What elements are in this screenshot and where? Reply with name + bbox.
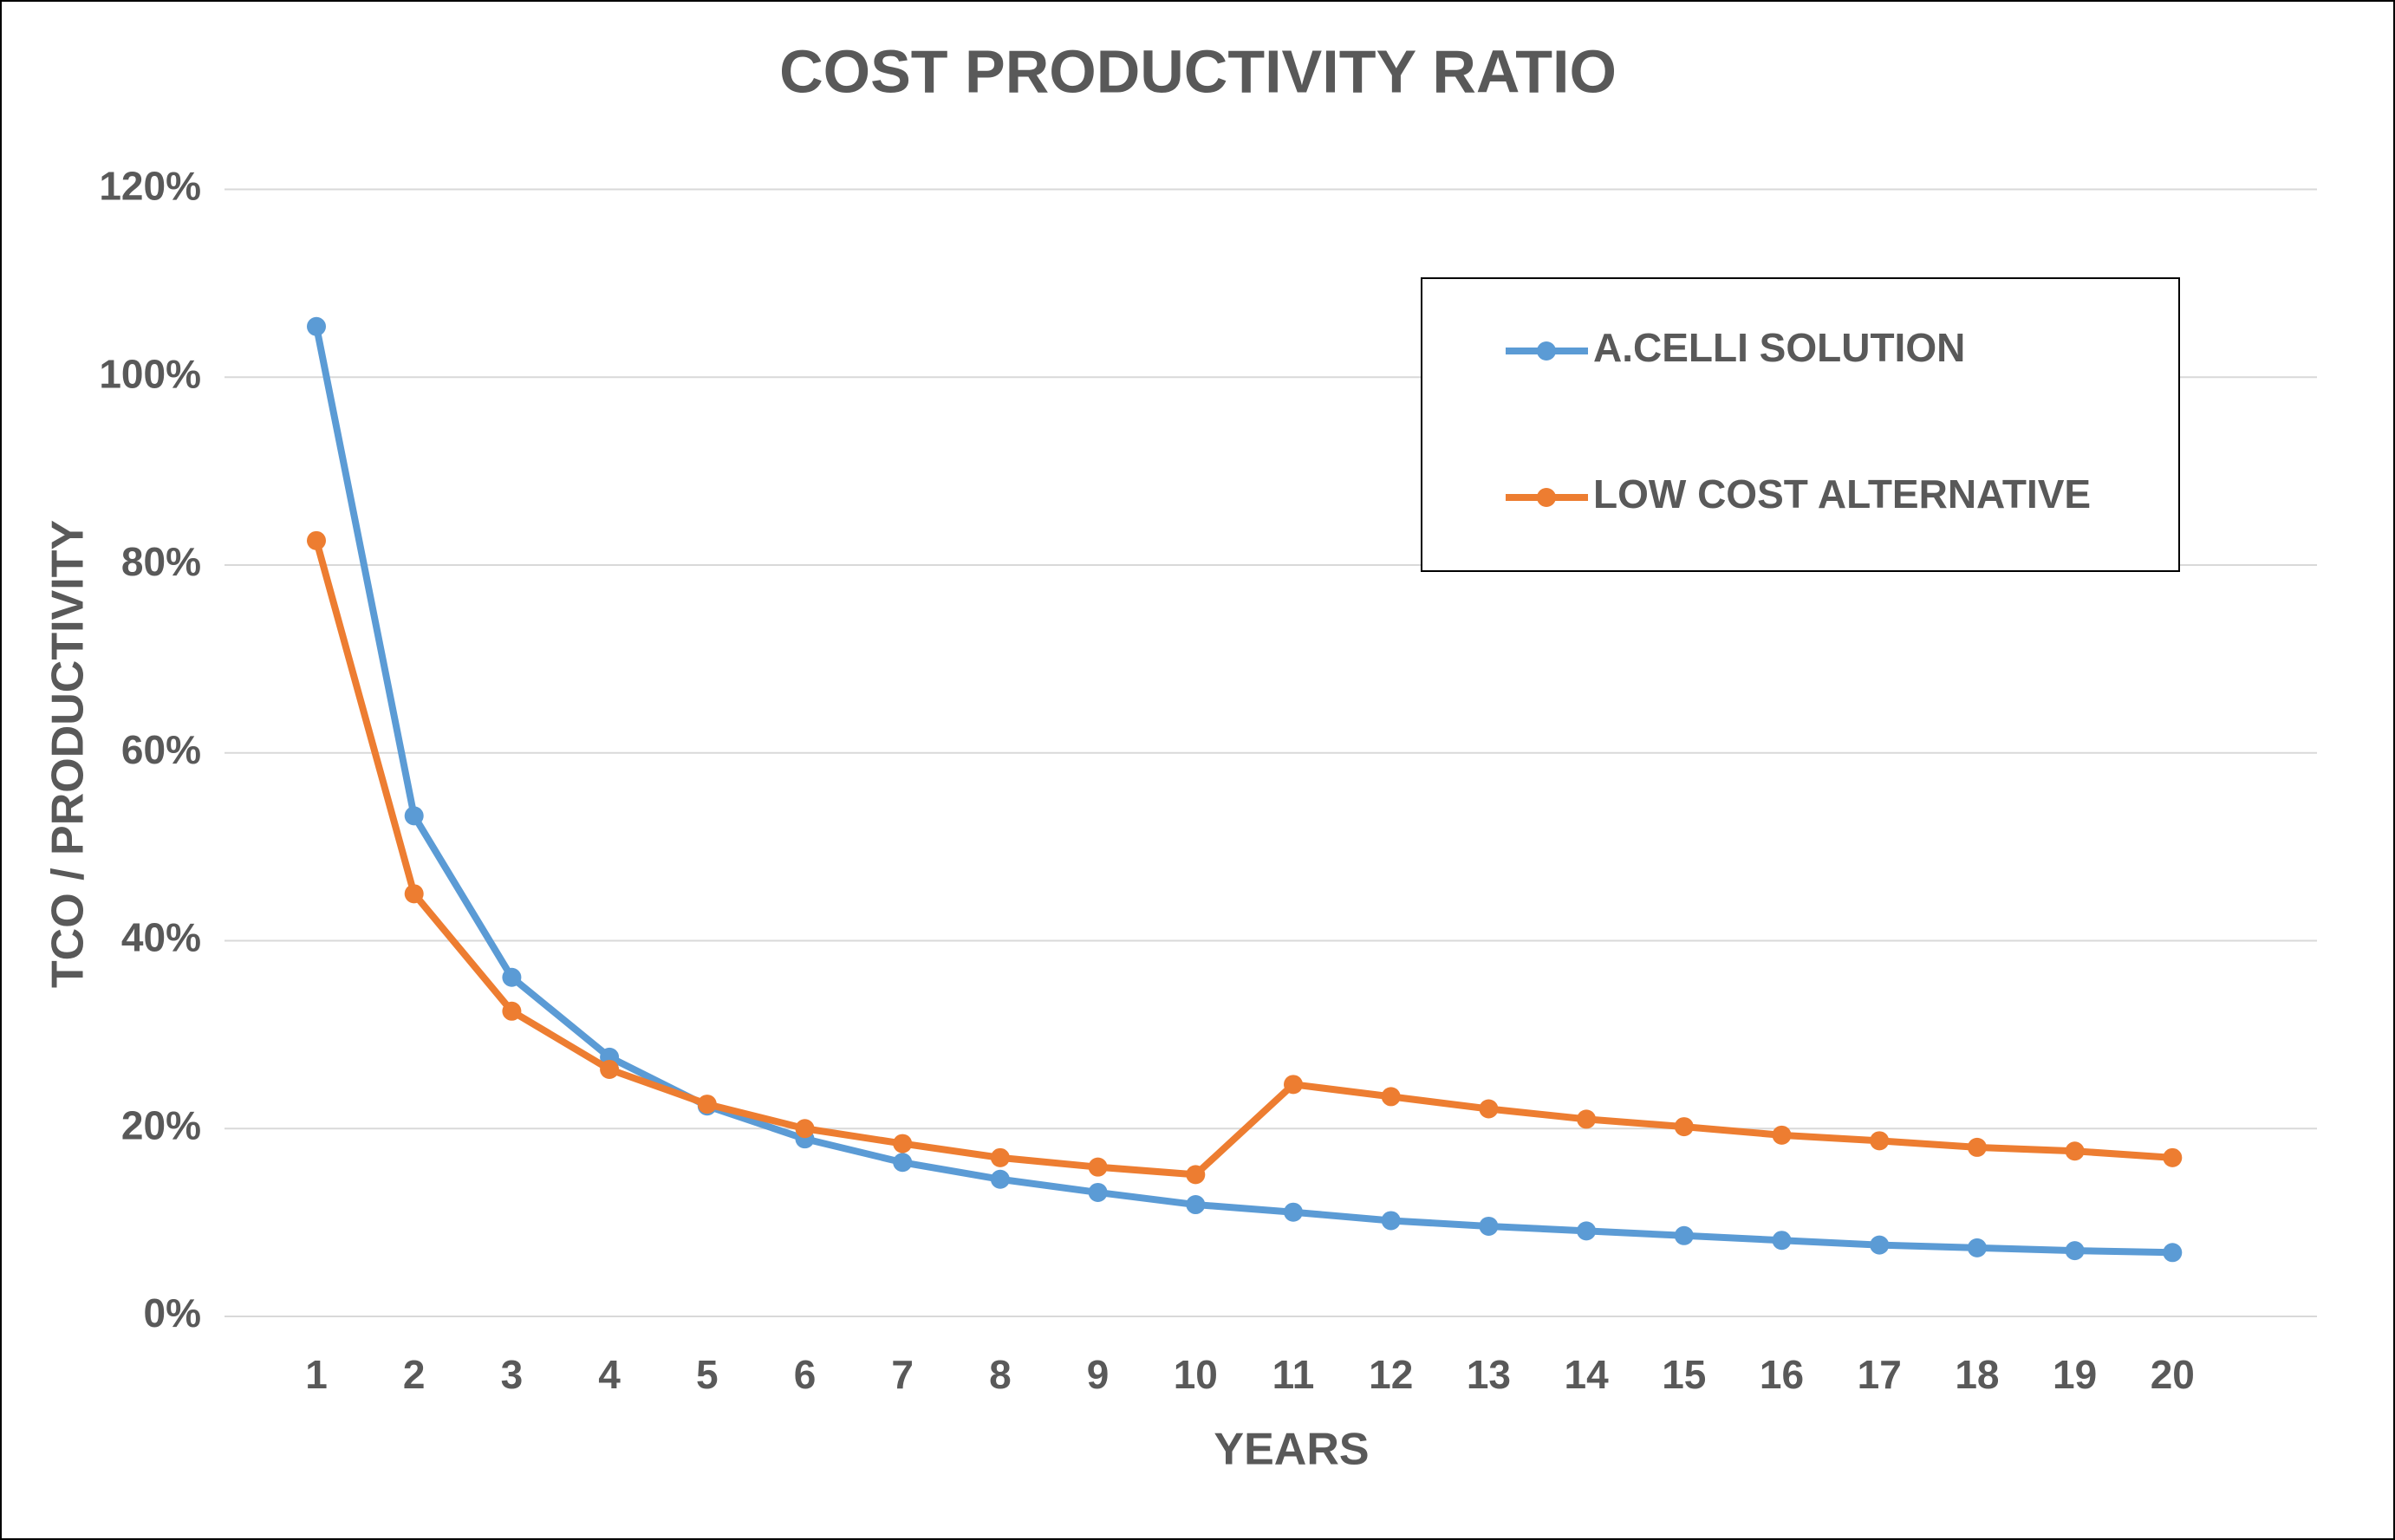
data-point (1967, 1137, 1987, 1157)
data-point (502, 967, 522, 987)
data-point (307, 316, 326, 336)
data-point (1479, 1216, 1499, 1236)
legend-marker (1537, 488, 1556, 507)
data-point (1870, 1131, 1890, 1151)
x-tick-label: 12 (1369, 1352, 1413, 1397)
data-point (1381, 1211, 1401, 1231)
legend-marker (1537, 341, 1556, 361)
y-tick-label: 80% (121, 539, 201, 584)
legend-label: LOW COST ALTERNATIVE (1593, 471, 2091, 517)
y-tick-label: 100% (99, 351, 201, 396)
x-tick-label: 13 (1467, 1352, 1511, 1397)
data-point (697, 1095, 717, 1114)
data-point (1674, 1225, 1694, 1245)
data-point (1772, 1231, 1792, 1251)
data-point (893, 1153, 913, 1173)
data-point (1870, 1235, 1890, 1255)
y-axis-label: TCO / PRODUCTIVITY (43, 520, 94, 988)
data-point (404, 884, 424, 904)
x-tick-label: 19 (2053, 1352, 2097, 1397)
x-tick-label: 3 (501, 1352, 524, 1397)
data-point (990, 1147, 1010, 1167)
data-point (893, 1134, 913, 1153)
x-tick-label: 15 (1662, 1352, 1706, 1397)
x-tick-label: 2 (403, 1352, 426, 1397)
x-tick-label: 8 (989, 1352, 1012, 1397)
x-tick-label: 16 (1760, 1352, 1804, 1397)
data-point (404, 806, 424, 826)
x-axis-label: YEARS (1214, 1425, 1369, 1475)
chart-title: COST PRODUCTIVITY RATIO (779, 37, 1617, 105)
y-tick-label: 120% (99, 164, 201, 209)
data-point (990, 1169, 1010, 1189)
x-tick-label: 9 (1087, 1352, 1110, 1397)
x-tick-label: 5 (696, 1352, 719, 1397)
legend-label: A.CELLI SOLUTION (1593, 325, 1965, 370)
data-point (1186, 1165, 1206, 1185)
x-tick-label: 20 (2151, 1352, 2195, 1397)
data-point (1186, 1195, 1206, 1215)
y-tick-label: 20% (121, 1102, 201, 1147)
x-tick-label: 1 (305, 1352, 328, 1397)
x-tick-label: 6 (794, 1352, 817, 1397)
data-point (1772, 1125, 1792, 1145)
y-tick-label: 60% (121, 727, 201, 772)
data-point (795, 1119, 815, 1139)
legend-box (1421, 277, 2180, 572)
x-tick-label: 10 (1174, 1352, 1218, 1397)
data-point (1577, 1109, 1597, 1129)
x-tick-label: 18 (1955, 1352, 1999, 1397)
data-point (2163, 1147, 2183, 1167)
data-point (1284, 1075, 1303, 1095)
data-point (1967, 1238, 1987, 1257)
data-point (2163, 1243, 2183, 1263)
data-point (2065, 1241, 2085, 1261)
data-point (1577, 1221, 1597, 1241)
data-point (307, 530, 326, 550)
data-point (1284, 1202, 1303, 1222)
series-line (313, 539, 2173, 1179)
data-point (1674, 1117, 1694, 1137)
y-tick-label: 40% (121, 915, 201, 960)
data-point (1088, 1157, 1108, 1177)
x-tick-label: 11 (1272, 1352, 1315, 1397)
x-tick-label: 14 (1565, 1352, 1610, 1397)
data-point (1381, 1087, 1401, 1107)
data-point (1088, 1182, 1108, 1202)
series-line (313, 325, 2173, 1257)
x-tick-label: 17 (1858, 1352, 1902, 1397)
y-tick-label: 0% (144, 1290, 201, 1335)
data-point (502, 1001, 522, 1021)
data-point (2065, 1141, 2085, 1161)
data-point (1479, 1099, 1499, 1119)
x-tick-label: 4 (598, 1352, 621, 1397)
x-tick-label: 7 (891, 1352, 914, 1397)
data-point (600, 1059, 620, 1079)
